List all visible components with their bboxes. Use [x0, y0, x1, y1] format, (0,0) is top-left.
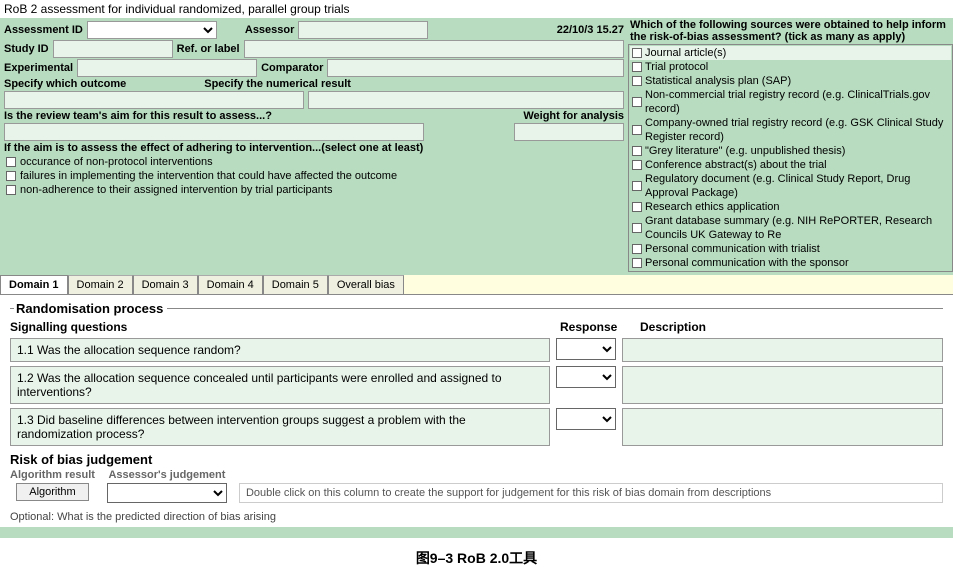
checkbox-icon[interactable]: [6, 157, 16, 167]
tab-domain-2[interactable]: Domain 2: [68, 275, 133, 294]
checkbox-icon[interactable]: [632, 258, 642, 268]
header-right: Which of the following sources were obta…: [628, 18, 953, 272]
source-item[interactable]: Statistical analysis plan (SAP): [630, 74, 951, 88]
checkbox-icon[interactable]: [632, 181, 642, 191]
source-item[interactable]: Personal communication with trialist: [630, 242, 951, 256]
sq-header-row: Signalling questions Response Descriptio…: [10, 320, 943, 334]
adhere-option[interactable]: occurance of non-protocol interventions: [4, 155, 624, 169]
study-id-label: Study ID: [4, 43, 49, 55]
aim-input[interactable]: [4, 123, 424, 141]
figure-caption: 图9–3 RoB 2.0工具: [0, 538, 953, 578]
source-item[interactable]: Conference abstract(s) about the trial: [630, 158, 951, 172]
rob2-app: RoB 2 assessment for individual randomiz…: [0, 0, 953, 538]
checkbox-icon[interactable]: [6, 171, 16, 181]
sq-description-1[interactable]: [622, 338, 943, 362]
sq-label: Signalling questions: [10, 320, 560, 334]
checkbox-icon[interactable]: [6, 185, 16, 195]
algo-result-label: Algorithm result: [10, 469, 95, 481]
checkbox-icon[interactable]: [632, 202, 642, 212]
ref-label: Ref. or label: [177, 43, 240, 55]
sq-response-2[interactable]: [556, 366, 616, 388]
sq-row-3: 1.3 Did baseline differences between int…: [10, 408, 943, 446]
study-id-input[interactable]: [53, 40, 173, 58]
algorithm-col: Algorithm result Algorithm: [10, 469, 95, 501]
comparator-label: Comparator: [261, 62, 323, 74]
tab-domain-3[interactable]: Domain 3: [133, 275, 198, 294]
checkbox-icon[interactable]: [632, 125, 642, 135]
assessor-judge-label: Assessor's judgement: [107, 469, 227, 481]
source-item[interactable]: Grant database summary (e.g. NIH RePORTE…: [630, 214, 951, 242]
rob-judgement-label: Risk of bias judgement: [10, 452, 943, 467]
adhere-label: If the aim is to assess the effect of ad…: [4, 142, 423, 154]
section-title: Randomisation process: [10, 301, 943, 316]
experimental-input[interactable]: [77, 59, 257, 77]
description-label: Description: [640, 320, 706, 334]
comparator-input[interactable]: [327, 59, 624, 77]
datetime-display: 22/10/3 15.27: [557, 24, 624, 36]
assessor-col: Assessor's judgement: [107, 469, 227, 503]
assessment-id-label: Assessment ID: [4, 24, 83, 36]
optional-direction-label: Optional: What is the predicted directio…: [10, 511, 943, 523]
tab-domain-4[interactable]: Domain 4: [198, 275, 263, 294]
numerical-label: Specify the numerical result: [204, 78, 351, 90]
outcome-input[interactable]: [4, 91, 304, 109]
ref-input[interactable]: [244, 40, 624, 58]
sq-row-1: 1.1 Was the allocation sequence random?: [10, 338, 943, 362]
assessor-judgement-select[interactable]: [107, 483, 227, 503]
judgement-hint[interactable]: Double click on this column to create th…: [239, 483, 943, 503]
sources-title: Which of the following sources were obta…: [628, 18, 953, 44]
adhere-options-box: occurance of non-protocol interventions …: [4, 155, 624, 197]
sq-response-3[interactable]: [556, 408, 616, 430]
header-left: Assessment ID Assessor 22/10/3 15.27 Stu…: [0, 18, 628, 272]
source-item[interactable]: Regulatory document (e.g. Clinical Study…: [630, 172, 951, 200]
response-label: Response: [560, 320, 640, 334]
app-title: RoB 2 assessment for individual randomiz…: [0, 0, 953, 18]
adhere-option[interactable]: failures in implementing the interventio…: [4, 169, 624, 183]
source-item[interactable]: Non-commercial trial registry record (e.…: [630, 88, 951, 116]
checkbox-icon[interactable]: [632, 62, 642, 72]
source-item[interactable]: Company-owned trial registry record (e.g…: [630, 116, 951, 144]
source-item[interactable]: "Grey literature" (e.g. unpublished thes…: [630, 144, 951, 158]
sources-list: Journal article(s) Trial protocol Statis…: [628, 44, 953, 272]
tab-overall-bias[interactable]: Overall bias: [328, 275, 404, 294]
sq-row-2: 1.2 Was the allocation sequence conceale…: [10, 366, 943, 404]
algorithm-button[interactable]: Algorithm: [16, 483, 88, 501]
source-item[interactable]: Trial protocol: [630, 60, 951, 74]
checkbox-icon[interactable]: [632, 97, 642, 107]
sq-question-2: 1.2 Was the allocation sequence conceale…: [10, 366, 550, 404]
header-grid: Assessment ID Assessor 22/10/3 15.27 Stu…: [0, 18, 953, 272]
judgement-row: Algorithm result Algorithm Assessor's ju…: [10, 469, 943, 503]
sq-question-3: 1.3 Did baseline differences between int…: [10, 408, 550, 446]
assessor-label: Assessor: [245, 24, 295, 36]
assessment-id-select[interactable]: [87, 21, 217, 39]
sq-response-1[interactable]: [556, 338, 616, 360]
weight-input[interactable]: [514, 123, 624, 141]
aim-label: Is the review team's aim for this result…: [4, 110, 272, 122]
source-item[interactable]: Personal communication with the sponsor: [630, 256, 951, 270]
domain-tabs: Domain 1 Domain 2 Domain 3 Domain 4 Doma…: [0, 275, 953, 295]
assessor-input[interactable]: [298, 21, 428, 39]
checkbox-icon[interactable]: [632, 244, 642, 254]
experimental-label: Experimental: [4, 62, 73, 74]
tab-domain-5[interactable]: Domain 5: [263, 275, 328, 294]
checkbox-icon[interactable]: [632, 48, 642, 58]
checkbox-icon[interactable]: [632, 76, 642, 86]
source-item[interactable]: Research ethics application: [630, 200, 951, 214]
checkbox-icon[interactable]: [632, 146, 642, 156]
checkbox-icon[interactable]: [632, 223, 642, 233]
sq-question-1: 1.1 Was the allocation sequence random?: [10, 338, 550, 362]
numerical-input[interactable]: [308, 91, 624, 109]
tab-domain-1[interactable]: Domain 1: [0, 275, 68, 294]
adhere-option[interactable]: non-adherence to their assigned interven…: [4, 183, 624, 197]
domain-1-panel: Randomisation process Signalling questio…: [0, 295, 953, 527]
source-item[interactable]: Journal article(s): [630, 46, 951, 60]
weight-label: Weight for analysis: [523, 110, 624, 122]
sq-description-2[interactable]: [622, 366, 943, 404]
checkbox-icon[interactable]: [632, 160, 642, 170]
sq-description-3[interactable]: [622, 408, 943, 446]
outcome-label: Specify which outcome: [4, 78, 126, 90]
